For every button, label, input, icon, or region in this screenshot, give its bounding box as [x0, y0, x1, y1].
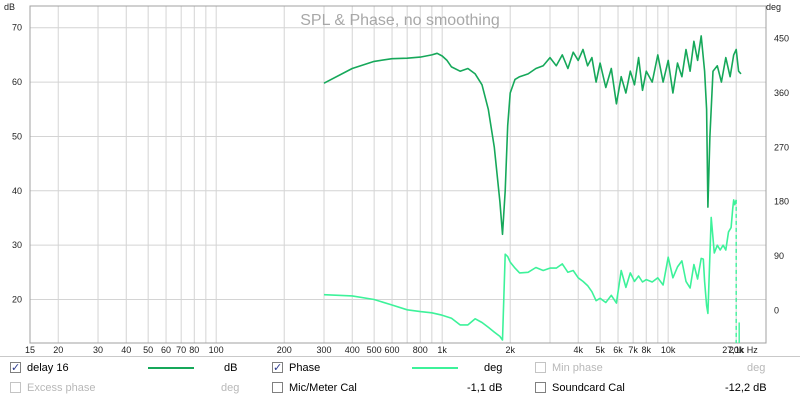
x-tick-label: 400 [345, 345, 360, 355]
x-tick-label: 50 [143, 345, 153, 355]
spl-phase-chart: SPL & Phase, no smoothing dB deg 20 30 40 5… [4, 2, 789, 355]
x-tick-label: 4k [573, 345, 583, 355]
legend-item-min-phase[interactable]: Min phase deg [533, 359, 773, 379]
phase-unit: deg [484, 362, 503, 374]
phase-swatch [412, 367, 458, 369]
y-axis-right-ticks: 0 90 180 270 360 450 [774, 34, 789, 316]
x-tick-label: 300 [316, 345, 331, 355]
min-phase-unit: deg [747, 362, 766, 374]
x-tick-label: 6k [613, 345, 623, 355]
y-axis-left-label: dB [4, 2, 15, 12]
excess-phase-unit: deg [221, 382, 240, 394]
soundcard-cal-checkbox[interactable] [535, 382, 546, 393]
x-tick-label: 70 [176, 345, 186, 355]
y-left-tick-label: 60 [12, 77, 22, 87]
y-axis-right-label: deg [766, 2, 781, 12]
y-right-tick-label: 0 [774, 305, 779, 315]
x-tick-label: 2k [505, 345, 515, 355]
chart-title: SPL & Phase, no smoothing [300, 12, 500, 29]
x-axis-ticks: 15 20 30 40 50 60 70 80 100 200 300 400 500 600 800 1k 2… [25, 345, 758, 355]
mic-meter-cal-label: Mic/Meter Cal [289, 382, 357, 394]
x-tick-label: 1k [437, 345, 447, 355]
min-phase-label: Min phase [552, 362, 603, 374]
x-tick-label: 10k [661, 345, 676, 355]
y-right-tick-label: 450 [774, 34, 789, 44]
x-tick-label: 500 [367, 345, 382, 355]
legend-item-delay16[interactable]: delay 16 dB [8, 359, 248, 379]
min-phase-checkbox[interactable] [535, 362, 546, 373]
x-tick-label: 60 [161, 345, 171, 355]
plot-frame [29, 5, 767, 344]
y-right-tick-label: 270 [774, 142, 789, 152]
x-tick-label: 7k [628, 345, 638, 355]
phase-series-line [323, 199, 737, 341]
y-left-tick-label: 20 [12, 295, 22, 305]
x-tick-label: 20k [729, 345, 744, 355]
x-tick-label: 27,1k Hz [722, 345, 758, 355]
y-left-tick-label: 50 [12, 131, 22, 141]
y-left-tick-label: 70 [12, 23, 22, 33]
legend-item-excess-phase[interactable]: Excess phase deg [8, 379, 248, 399]
mic-meter-cal-checkbox[interactable] [272, 382, 283, 393]
x-tick-label: 100 [209, 345, 224, 355]
x-tick-label: 5k [595, 345, 605, 355]
y-right-tick-label: 90 [774, 251, 784, 261]
delay16-swatch [148, 367, 194, 369]
x-tick-label: 40 [121, 345, 131, 355]
x-tick-label: 15 [25, 345, 35, 355]
y-right-tick-label: 360 [774, 88, 789, 98]
soundcard-cal-value: -12,2 dB [725, 382, 767, 394]
y-left-tick-label: 30 [12, 240, 22, 250]
phase-checkbox[interactable] [272, 359, 283, 377]
legend-item-mic-meter-cal[interactable]: Mic/Meter Cal -1,1 dB [270, 379, 510, 399]
x-tick-label: 800 [413, 345, 428, 355]
delay16-unit: dB [224, 362, 238, 374]
y-axis-left-ticks: 20 30 40 50 60 70 [12, 23, 22, 305]
x-tick-label: 20 [53, 345, 63, 355]
y-right-tick-label: 180 [774, 197, 789, 207]
x-tick-label: 80 [189, 345, 199, 355]
legend-item-phase[interactable]: Phase deg [270, 359, 510, 379]
mic-meter-cal-value: -1,1 dB [467, 382, 503, 394]
x-tick-label: 600 [385, 345, 400, 355]
y-left-tick-label: 40 [12, 186, 22, 196]
x-tick-label: 30 [93, 345, 103, 355]
phase-label: Phase [289, 362, 321, 374]
x-tick-label: 8k [641, 345, 651, 355]
delay16-checkbox[interactable] [10, 359, 21, 377]
excess-phase-label: Excess phase [27, 382, 96, 394]
series-layer [323, 35, 742, 343]
grid-lines [29, 6, 767, 343]
soundcard-cal-label: Soundcard Cal [552, 382, 625, 394]
spl-series-line [323, 35, 742, 236]
legend-item-soundcard-cal[interactable]: Soundcard Cal -12,2 dB [533, 379, 773, 399]
excess-phase-checkbox[interactable] [10, 382, 21, 393]
x-tick-label: 200 [277, 345, 292, 355]
delay16-label: delay 16 [27, 362, 69, 374]
legend-panel: delay 16 dB Phase deg Min phase deg Exce… [0, 356, 800, 401]
